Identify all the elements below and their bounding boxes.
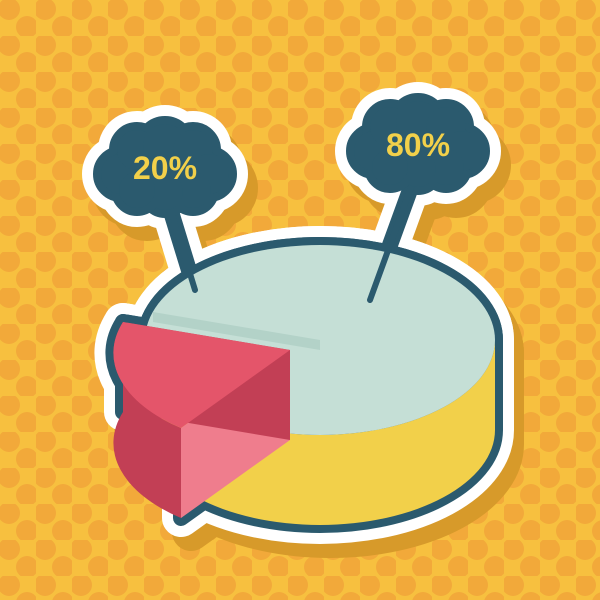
label-majority: 80% (386, 127, 450, 163)
label-minority: 20% (133, 150, 197, 186)
